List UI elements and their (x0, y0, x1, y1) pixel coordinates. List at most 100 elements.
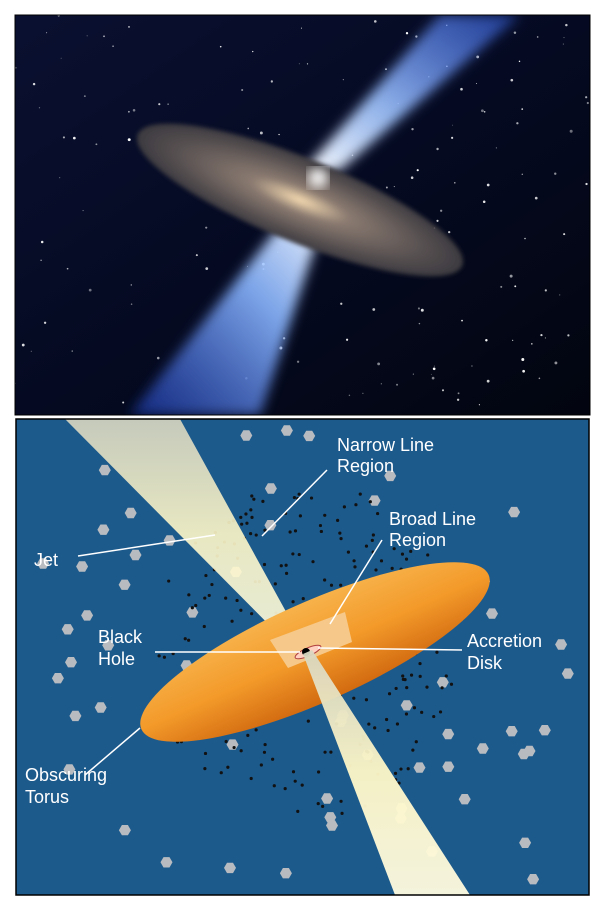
dot (292, 770, 295, 773)
dot (225, 740, 228, 743)
star (440, 210, 442, 212)
star (377, 362, 380, 365)
star (67, 268, 69, 270)
star (510, 275, 513, 278)
dot (226, 766, 229, 769)
star (540, 334, 542, 336)
dot (274, 582, 277, 585)
dot (365, 698, 368, 701)
dot (405, 558, 408, 561)
label: Accretion (467, 631, 542, 651)
star (307, 63, 308, 64)
dot (407, 767, 410, 770)
star (516, 122, 518, 124)
star (128, 138, 131, 141)
label: Region (389, 530, 446, 550)
star (461, 320, 463, 322)
dot (187, 593, 190, 596)
star (95, 143, 97, 145)
dot (409, 550, 412, 553)
star (406, 32, 408, 34)
star (133, 109, 136, 112)
dot (426, 553, 429, 556)
dot (405, 712, 408, 715)
dot (445, 674, 448, 677)
dot (352, 697, 355, 700)
dot (158, 654, 161, 657)
star (539, 378, 541, 380)
star (374, 20, 377, 23)
dot (347, 551, 350, 554)
star (522, 370, 525, 373)
dot (432, 715, 435, 718)
dot (338, 532, 341, 535)
star (535, 197, 538, 200)
star (346, 339, 348, 341)
dot (204, 752, 207, 755)
dot (396, 722, 399, 725)
dot (260, 763, 263, 766)
dot (336, 519, 339, 522)
artist-impression (14, 15, 590, 415)
dot (440, 686, 443, 689)
dot (301, 783, 304, 786)
dot (388, 692, 391, 695)
dot (191, 606, 194, 609)
dot (343, 505, 346, 508)
label: Black (98, 627, 143, 647)
dot (239, 609, 242, 612)
dot (323, 578, 326, 581)
star (84, 95, 86, 97)
star (432, 377, 435, 380)
star (521, 108, 523, 110)
dot (321, 805, 324, 808)
dot (411, 748, 414, 751)
star (519, 61, 520, 62)
dot (323, 751, 326, 754)
star (451, 137, 453, 139)
dot (244, 512, 247, 515)
dot (425, 686, 428, 689)
label: Broad Line (389, 509, 476, 529)
dot (245, 522, 248, 525)
star (418, 307, 420, 309)
dot (352, 559, 355, 562)
dot (410, 674, 413, 677)
dot (163, 656, 166, 659)
dot (263, 563, 266, 566)
star (44, 322, 46, 324)
star (128, 111, 130, 113)
dot (249, 532, 252, 535)
star (362, 393, 363, 394)
star (158, 103, 160, 105)
star (205, 227, 207, 229)
dot (302, 597, 305, 600)
dot (298, 493, 301, 496)
dot (330, 584, 333, 587)
star (487, 380, 490, 383)
dot (263, 743, 266, 746)
dot (289, 530, 292, 533)
label: Torus (25, 787, 69, 807)
dot (187, 639, 190, 642)
dot (299, 514, 302, 517)
star (564, 37, 565, 38)
dot (439, 710, 442, 713)
star (83, 210, 84, 211)
core-glow (308, 168, 328, 188)
dot (239, 516, 242, 519)
star (128, 26, 130, 28)
dot (371, 539, 374, 542)
dot (307, 720, 310, 723)
agn-diagram: Narrow Line Region Broad Line Region Jet… (16, 419, 589, 895)
star (241, 89, 243, 91)
dot (210, 583, 213, 586)
star (89, 289, 92, 292)
dot (329, 751, 332, 754)
dot (450, 683, 453, 686)
star (479, 404, 480, 405)
dot (391, 567, 394, 570)
dot (184, 637, 187, 640)
star (385, 68, 387, 70)
star (349, 395, 350, 396)
